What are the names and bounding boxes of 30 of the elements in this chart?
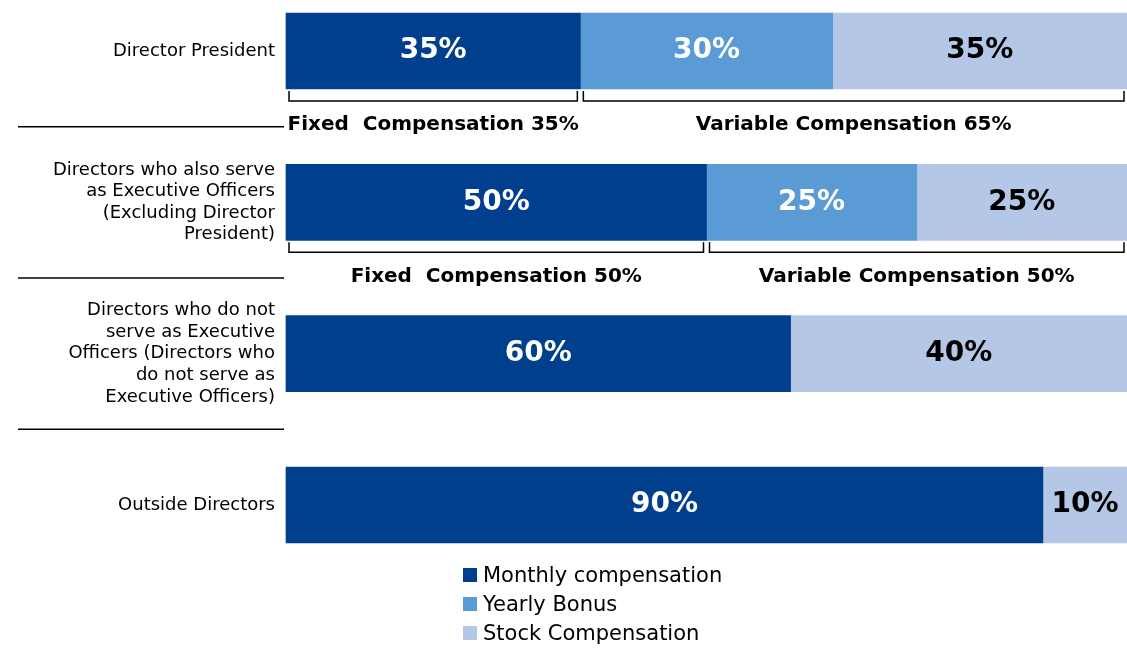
data-label: 35% [399, 32, 467, 66]
legend-label: Monthly compensation [483, 562, 723, 587]
annotation: Fixed Compensation 50% [350, 262, 642, 287]
bar [832, 12, 1127, 90]
bar [285, 466, 1044, 544]
bar [285, 12, 581, 90]
bar [580, 12, 833, 90]
bar [706, 164, 918, 241]
data-label: 40% [925, 334, 993, 368]
annotation: Variable Compensation 65% [695, 111, 1012, 136]
bar [285, 315, 791, 392]
bar [285, 164, 707, 241]
legend-label: Yearly Bonus [483, 591, 618, 616]
data-label: 90% [630, 486, 698, 520]
data-label: 25% [988, 183, 1056, 217]
y-tick-label: Directors who do not serve as Executive Officers (Directors who do not serve as Executive Officers) [68, 298, 275, 406]
data-label: 25% [778, 183, 846, 217]
data-label: 50% [462, 183, 530, 217]
data-label: 10% [1051, 486, 1119, 520]
data-label: 60% [504, 334, 572, 368]
annotation: Fixed Compensation 35% [287, 111, 579, 136]
annotation: Variable Compensation 50% [758, 262, 1075, 287]
y-tick-label: Director President [113, 38, 275, 60]
data-label: 30% [672, 32, 741, 66]
y-tick-label: Directors who also serve as Executive Officers (Excluding Director President) [53, 157, 276, 244]
bar [790, 315, 1127, 392]
y-tick-label: Outside Directors [118, 492, 275, 514]
data-label: 35% [946, 32, 1014, 66]
legend-label: Stock Compensation [483, 620, 700, 645]
bar [916, 164, 1127, 241]
